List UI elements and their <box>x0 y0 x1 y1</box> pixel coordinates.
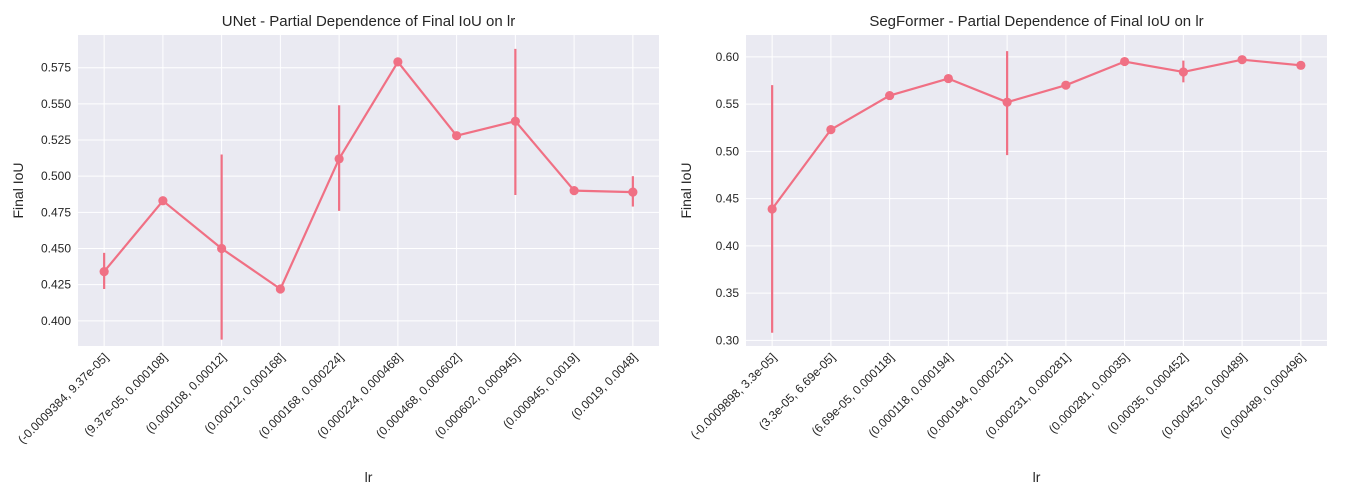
segformer-y-tick-label: 0.40 <box>716 239 740 253</box>
segformer-grid <box>746 35 1327 346</box>
unet-data-point <box>158 196 168 206</box>
unet-x-ticks: (-0.0009384, 9.37e-05](9.37e-05, 0.00010… <box>15 350 640 446</box>
unet-y-tick-label: 0.500 <box>41 169 71 183</box>
segformer-series <box>767 51 1306 333</box>
unet-y-tick-label: 0.400 <box>41 314 71 328</box>
segformer-y-tick-label: 0.35 <box>716 286 740 300</box>
segformer-panel: SegFormer - Partial Dependence of Final … <box>678 13 1327 485</box>
unet-y-axis-label: Final IoU <box>10 162 26 218</box>
segformer-y-tick-label: 0.60 <box>716 50 740 64</box>
unet-y-tick-label: 0.550 <box>41 97 71 111</box>
segformer-data-point <box>1178 67 1188 77</box>
segformer-y-tick-label: 0.45 <box>716 192 740 206</box>
unet-data-point <box>628 187 638 197</box>
segformer-y-axis-label: Final IoU <box>678 162 694 218</box>
segformer-data-point <box>1002 97 1012 107</box>
segformer-data-point <box>943 73 953 84</box>
unet-data-point <box>334 154 344 164</box>
segformer-data-point <box>767 204 777 214</box>
unet-y-tick-label: 0.525 <box>41 133 71 147</box>
unet-data-point <box>99 267 109 277</box>
unet-y-tick-label: 0.425 <box>41 278 71 292</box>
segformer-data-point <box>826 124 836 135</box>
unet-data-point <box>452 131 462 141</box>
unet-series <box>99 48 638 340</box>
unet-data-point <box>569 186 579 196</box>
segformer-plot-area <box>746 35 1327 346</box>
unet-data-point <box>275 284 285 294</box>
segformer-y-tick-label: 0.50 <box>716 144 740 158</box>
unet-y-ticks: 0.400 0.425 0.450 0.475 0.500 0.525 0.550 0.575 <box>41 61 71 328</box>
unet-y-tick-label: 0.475 <box>41 205 71 219</box>
unet-x-axis-label: lr <box>365 469 373 485</box>
segformer-data-point <box>1296 60 1306 70</box>
segformer-series-line <box>771 58 1302 210</box>
segformer-x-axis-label: lr <box>1033 469 1041 485</box>
segformer-y-ticks: 0.30 0.35 0.40 0.45 0.50 0.55 0.60 <box>716 50 740 348</box>
unet-series-line <box>103 60 633 291</box>
segformer-x-ticks: (-0.0009898, 3.3e-05](3.3e-05, 6.69e-05]… <box>688 350 1308 442</box>
segformer-data-point <box>885 90 895 101</box>
segformer-y-tick-label: 0.30 <box>716 333 740 347</box>
segformer-data-point <box>1061 80 1071 90</box>
unet-panel: UNet - Partial Dependence of Final IoU o… <box>10 13 659 485</box>
segformer-chart-title: SegFormer - Partial Dependence of Final … <box>869 13 1203 30</box>
unet-plot-area <box>78 35 659 346</box>
unet-y-tick-label: 0.575 <box>41 61 71 75</box>
segformer-y-tick-label: 0.55 <box>716 97 740 111</box>
segformer-data-point <box>1237 55 1247 65</box>
unet-chart-title: UNet - Partial Dependence of Final IoU o… <box>222 13 515 30</box>
unet-y-tick-label: 0.450 <box>41 242 71 256</box>
unet-data-point <box>217 243 227 254</box>
segformer-data-point <box>1120 56 1130 67</box>
unet-data-point <box>510 116 520 126</box>
unet-data-point <box>393 57 403 67</box>
